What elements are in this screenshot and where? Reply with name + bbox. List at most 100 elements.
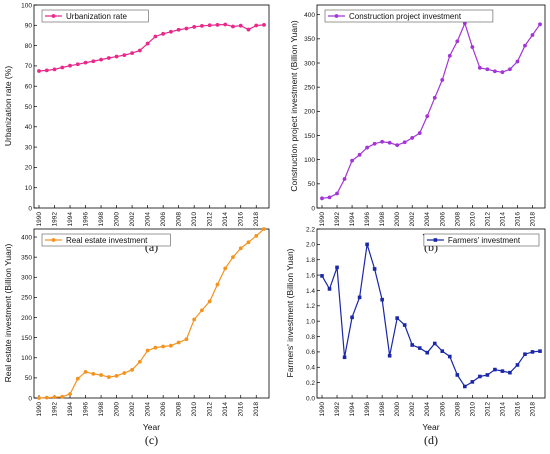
panel-b: 0 50 100 150 200 250 300 350 400 1990 1992 1994 1996… [289,4,546,254]
x-tick-label: 2016 [514,212,521,227]
data-point [470,380,475,384]
data-point [68,63,72,68]
data-point [432,95,437,100]
data-point [335,265,339,270]
y-tick-label: 10 [25,185,33,192]
y-tick-label: 0 [28,395,32,402]
legend-swatch-marker [51,14,56,18]
data-point [145,348,150,353]
legend-swatch-marker [334,14,339,18]
data-point [106,56,111,60]
data-point [68,392,72,396]
data-point [538,349,542,353]
data-point [262,227,266,231]
data-point [387,140,392,145]
data-point [492,69,497,74]
y-tick-label: 40 [25,124,33,131]
data-point [410,136,415,140]
data-point [410,343,415,347]
legend-label: Urbanization rate [66,12,127,21]
y-tick-label: 150 [304,133,315,140]
x-tick-label: 2000 [394,212,401,227]
data-point [207,23,212,28]
y-tick-label: 100 [21,2,32,9]
legend-label: Construction project investment [349,12,462,21]
x-tick-label: 1998 [98,212,105,227]
plot-frame-d [316,228,546,399]
data-point [114,54,119,59]
y-tick-label: 350 [21,254,32,261]
x-tick-label: 2012 [207,402,214,417]
x-tick-label: 1990 [36,402,43,417]
legend-box [41,233,171,247]
x-tick-label: 2012 [484,402,491,417]
y-tick-label: 2.2 [306,226,315,233]
data-point [168,29,173,34]
x-tick-label: 2004 [145,402,152,417]
data-point [75,62,80,67]
y-tick-label: 300 [21,275,32,282]
x-tick-label: 1996 [364,402,371,417]
x-tick-label: 1990 [319,212,326,227]
x-tick-label: 2008 [454,212,461,227]
x-tick-label: 1998 [98,402,105,417]
data-point [83,369,88,374]
legend-swatch-marker [51,238,56,242]
y-tick-label: 0 [311,205,315,212]
x-tick-label: 2002 [129,402,136,417]
data-point [106,375,111,379]
y-tick-label: 90 [25,23,33,30]
data-point [455,39,460,44]
x-tick-label: 2004 [424,212,431,227]
y-tick-label: 0.8 [306,334,315,341]
data-point [44,395,49,400]
data-point [380,297,384,302]
y-tick-label: 200 [304,109,315,116]
data-point [99,373,103,377]
x-tick-label: 2010 [469,212,476,227]
data-point [223,22,228,27]
data-point [530,33,535,37]
x-tick-label: 2002 [129,212,136,227]
y-tick-label: 400 [21,234,32,241]
data-point [122,53,127,58]
data-point [327,195,332,200]
axis-y-label-b: Construction project investment (Billion… [289,20,299,192]
axis-x-label-d: Year [422,422,439,432]
data-point [530,350,535,354]
data-point [254,233,259,238]
data-point [137,359,142,364]
y-tick-label: 30 [25,144,33,151]
x-tick-label: 1992 [334,402,341,417]
legend-swatch-marker [433,238,438,242]
data-point [246,240,251,245]
data-point [350,158,354,163]
series-line [321,21,541,199]
axis-x-label-c: Year [143,422,160,432]
x-tick-label: 2010 [191,402,198,417]
y-tick-label: 350 [304,36,315,43]
x-tick-label: 2014 [222,402,229,417]
data-point [161,31,166,36]
x-tick-label: 2002 [409,212,416,227]
data-point [200,308,204,313]
y-tick-label: 250 [304,84,315,91]
data-point [320,274,324,278]
data-point [231,255,235,260]
data-point [342,355,347,360]
data-point [342,177,347,181]
data-point [184,26,189,31]
x-tick-label: 1996 [83,402,90,417]
data-point [91,59,96,64]
data-point [357,152,362,157]
data-point [365,242,369,247]
data-point [246,27,251,32]
axis-y-label-d: Farmers' investment (Billion Yuan) [285,248,295,377]
data-point [500,70,505,75]
data-point [417,346,422,350]
data-point [145,41,150,46]
panel-c: 0 50 100 150 200 250 300 350 400 1990 1992 1994 1996… [3,227,270,447]
data-point [130,367,135,372]
data-point [52,67,57,72]
x-tick-label: 2018 [529,212,536,227]
